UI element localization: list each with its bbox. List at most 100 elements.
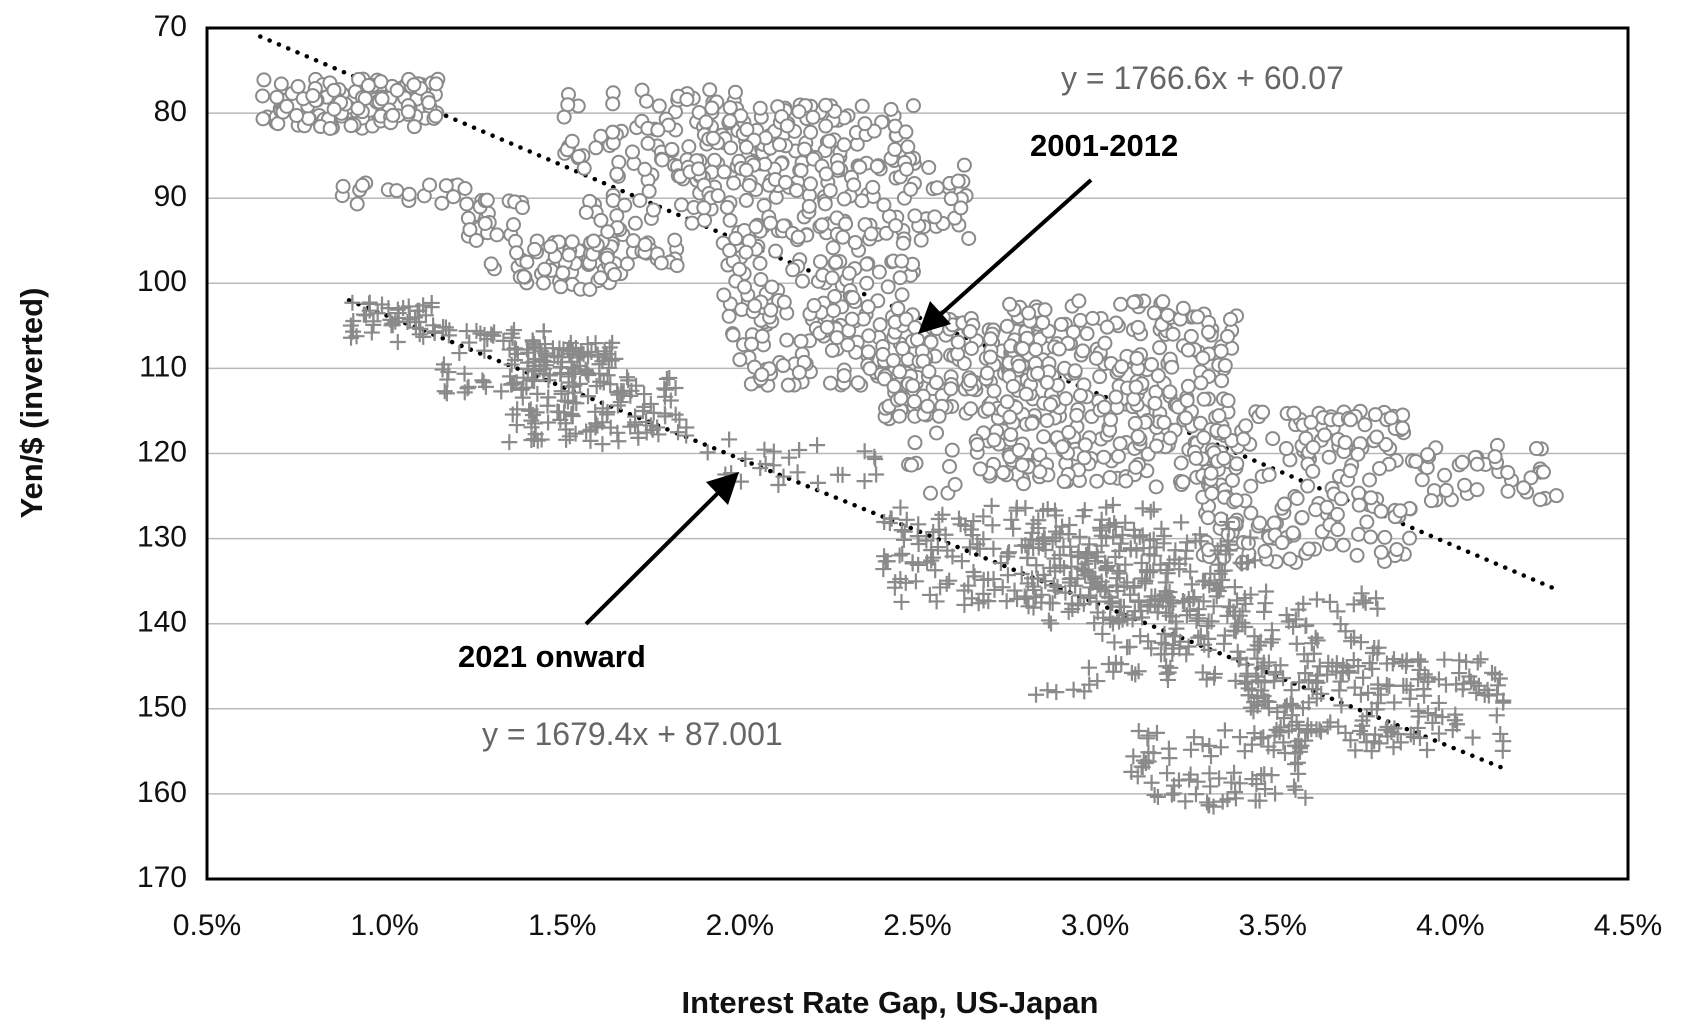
data-point-circle bbox=[305, 88, 321, 104]
data-point-plus bbox=[400, 298, 417, 315]
data-point-circle bbox=[459, 196, 475, 212]
data-point-plus bbox=[1168, 620, 1185, 637]
data-point-circle bbox=[722, 212, 738, 228]
y-tick-label: 80 bbox=[154, 95, 187, 128]
data-point-circle bbox=[812, 254, 828, 270]
data-point-circle bbox=[1229, 456, 1245, 472]
data-point-plus bbox=[411, 313, 428, 330]
data-point-plus bbox=[941, 572, 958, 589]
data-point-circle bbox=[739, 122, 755, 138]
data-point-circle bbox=[785, 262, 801, 278]
data-point-plus bbox=[1226, 764, 1243, 781]
data-point-circle bbox=[921, 363, 937, 379]
data-point-circle bbox=[821, 133, 837, 149]
data-point-plus bbox=[1098, 499, 1115, 516]
data-point-circle bbox=[645, 202, 661, 218]
data-point-circle bbox=[1351, 485, 1367, 501]
data-point-circle bbox=[722, 242, 738, 258]
data-point-plus bbox=[1112, 535, 1129, 552]
data-point-plus bbox=[1134, 609, 1151, 626]
data-point-circle bbox=[1071, 293, 1087, 309]
data-point-plus bbox=[417, 307, 434, 324]
data-point-plus bbox=[1357, 594, 1374, 611]
data-point-circle bbox=[836, 191, 852, 207]
data-point-plus bbox=[1040, 612, 1057, 629]
data-point-circle bbox=[650, 122, 666, 138]
data-point-plus bbox=[1089, 604, 1106, 621]
data-point-plus bbox=[1017, 537, 1034, 554]
data-point-circle bbox=[1305, 463, 1321, 479]
data-point-circle bbox=[1282, 551, 1298, 567]
data-point-plus bbox=[893, 593, 910, 610]
data-point-circle bbox=[929, 425, 945, 441]
data-point-plus bbox=[1148, 539, 1165, 556]
data-point-plus bbox=[1368, 590, 1385, 607]
data-point-circle bbox=[654, 152, 670, 168]
data-point-circle bbox=[895, 235, 911, 251]
data-point-circle bbox=[1222, 311, 1238, 327]
data-point-plus bbox=[1195, 593, 1212, 610]
data-point-circle bbox=[1363, 490, 1379, 506]
y-tick-label: 110 bbox=[139, 350, 187, 383]
data-point-circle bbox=[963, 401, 979, 417]
data-point-plus bbox=[1410, 703, 1427, 720]
data-point-circle bbox=[861, 328, 877, 344]
data-point-plus bbox=[1227, 784, 1244, 801]
data-point-circle bbox=[1042, 397, 1058, 413]
data-point-plus bbox=[1251, 792, 1268, 809]
data-point-plus bbox=[1411, 729, 1428, 746]
data-point-plus bbox=[953, 553, 970, 570]
data-point-circle bbox=[962, 324, 978, 340]
data-point-plus bbox=[1003, 511, 1020, 528]
data-point-plus bbox=[1250, 672, 1267, 689]
data-point-circle bbox=[1054, 439, 1070, 455]
data-point-circle bbox=[1204, 485, 1220, 501]
data-point-circle bbox=[906, 394, 922, 410]
data-point-plus bbox=[930, 511, 947, 528]
data-point-circle bbox=[850, 375, 866, 391]
data-point-plus bbox=[1321, 593, 1338, 610]
x-tick-label: 1.0% bbox=[350, 909, 418, 942]
data-point-plus bbox=[1037, 573, 1054, 590]
data-point-plus bbox=[1104, 496, 1121, 513]
data-point-circle bbox=[624, 144, 640, 160]
data-point-circle bbox=[1243, 505, 1259, 521]
data-point-plus bbox=[568, 395, 585, 412]
data-point-circle bbox=[1301, 541, 1317, 557]
data-point-plus bbox=[1133, 570, 1150, 587]
data-point-circle bbox=[845, 290, 861, 306]
data-point-circle bbox=[1351, 526, 1367, 542]
data-point-plus bbox=[1237, 595, 1254, 612]
data-point-plus bbox=[1159, 765, 1176, 782]
data-point-plus bbox=[627, 416, 644, 433]
data-point-plus bbox=[1489, 677, 1506, 694]
data-point-circle bbox=[830, 160, 846, 176]
data-point-circle bbox=[1102, 469, 1118, 485]
data-point-circle bbox=[1363, 529, 1379, 545]
data-point-circle bbox=[1213, 343, 1229, 359]
data-point-circle bbox=[880, 279, 896, 295]
data-point-circle bbox=[1077, 437, 1093, 453]
data-point-circle bbox=[651, 98, 667, 114]
data-point-plus bbox=[1156, 645, 1173, 662]
data-point-circle bbox=[1200, 324, 1216, 340]
data-point-circle bbox=[1529, 441, 1545, 457]
data-point-circle bbox=[1051, 341, 1067, 357]
data-point-plus bbox=[1309, 667, 1326, 684]
data-point-circle bbox=[929, 180, 945, 196]
data-point-circle bbox=[1130, 429, 1146, 445]
data-point-circle bbox=[479, 192, 495, 208]
data-point-circle bbox=[860, 344, 876, 360]
data-point-plus bbox=[529, 432, 546, 449]
data-point-plus bbox=[1395, 677, 1412, 694]
data-point-circle bbox=[1216, 450, 1232, 466]
data-point-plus bbox=[1153, 634, 1170, 651]
x-tick-label: 4.0% bbox=[1416, 909, 1484, 942]
data-point-plus bbox=[559, 393, 576, 410]
data-point-circle bbox=[1285, 525, 1301, 541]
data-point-circle bbox=[1099, 319, 1115, 335]
data-point-circle bbox=[406, 119, 422, 135]
data-point-circle bbox=[1096, 449, 1112, 465]
data-point-plus bbox=[1412, 653, 1429, 670]
data-point-plus bbox=[892, 499, 909, 516]
